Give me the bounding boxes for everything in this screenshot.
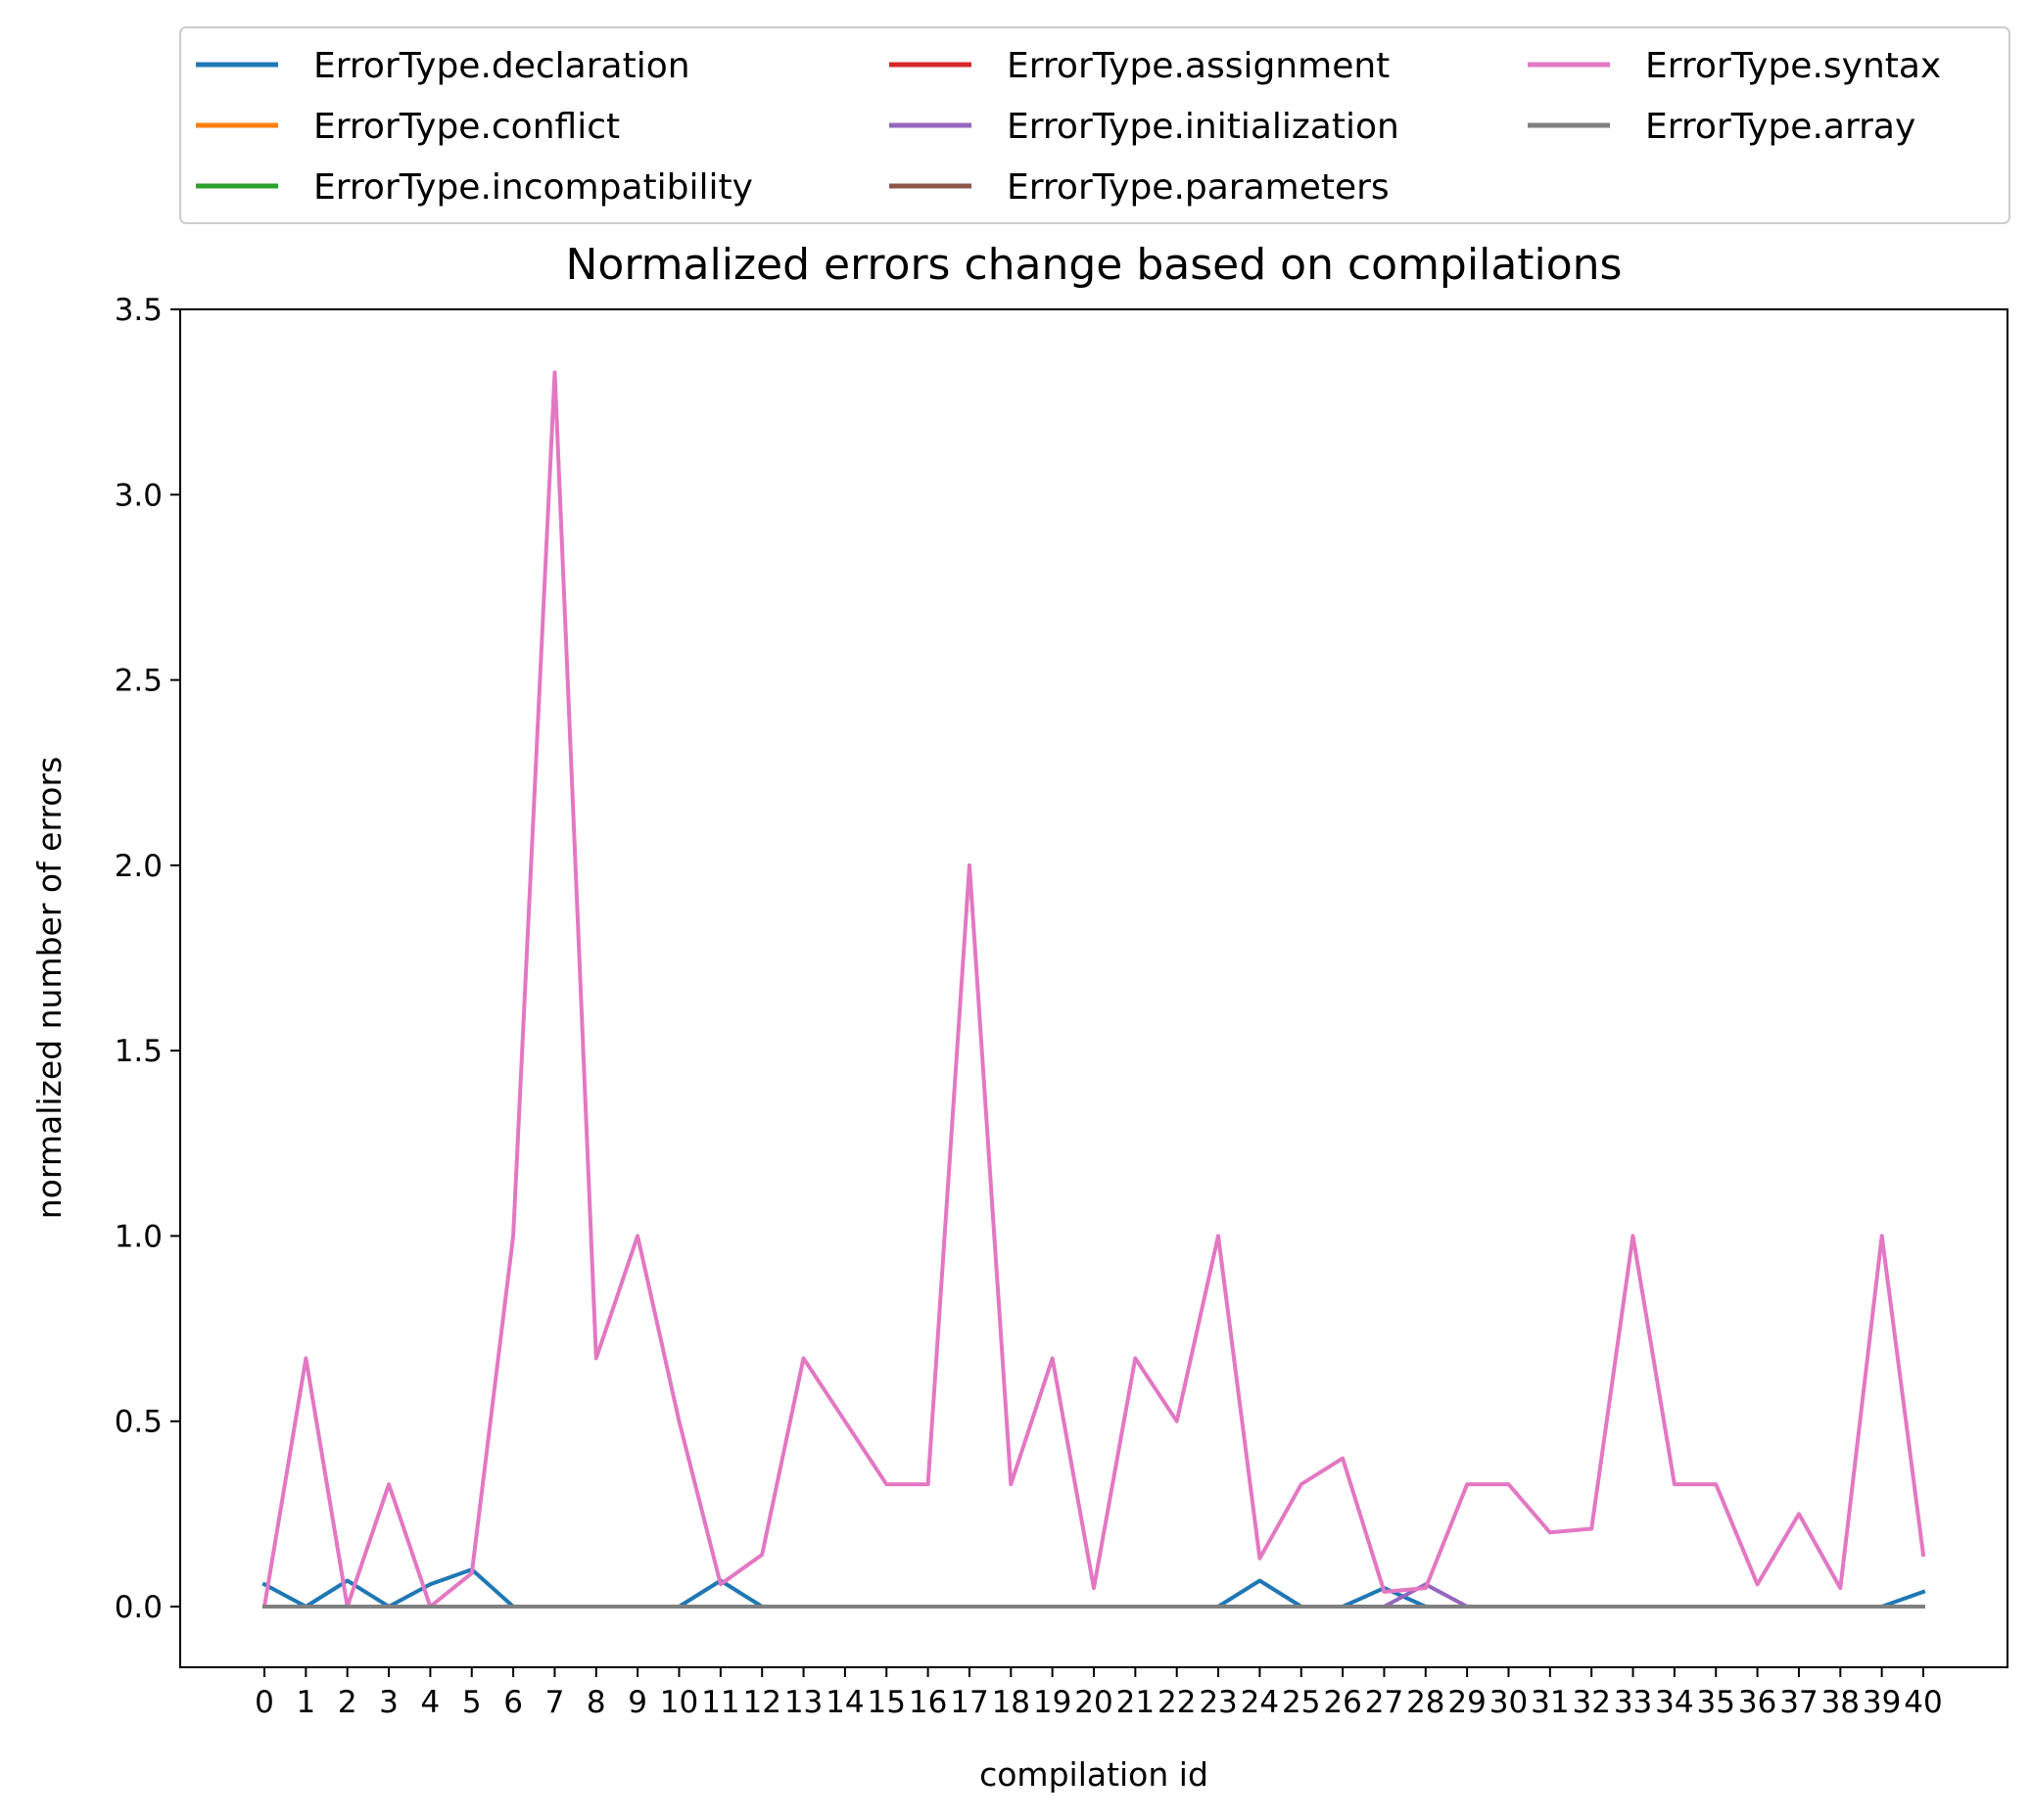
legend-label: ErrorType.array bbox=[1645, 107, 1915, 147]
x-tick-label: 21 bbox=[1116, 1685, 1155, 1720]
x-tick-label: 15 bbox=[868, 1685, 906, 1720]
x-tick-label: 0 bbox=[255, 1685, 274, 1720]
x-tick-label: 29 bbox=[1447, 1685, 1486, 1720]
x-tick-label: 17 bbox=[950, 1685, 988, 1720]
x-tick-label: 27 bbox=[1365, 1685, 1403, 1720]
y-tick-label: 0.5 bbox=[115, 1405, 163, 1440]
x-tick-label: 10 bbox=[660, 1685, 698, 1720]
legend-label: ErrorType.parameters bbox=[1007, 167, 1390, 208]
x-tick-label: 40 bbox=[1904, 1685, 1942, 1720]
legend-item: ErrorType.incompatibility bbox=[196, 167, 753, 208]
legend-label: ErrorType.incompatibility bbox=[313, 167, 753, 208]
x-tick-label: 25 bbox=[1282, 1685, 1320, 1720]
x-tick-label: 38 bbox=[1821, 1685, 1860, 1720]
legend-item: ErrorType.conflict bbox=[196, 107, 620, 147]
chart-title: Normalized errors change based on compil… bbox=[566, 240, 1623, 290]
legend-item: ErrorType.assignment bbox=[889, 46, 1390, 86]
y-tick-label: 3.0 bbox=[115, 478, 163, 513]
y-tick-label: 0.0 bbox=[115, 1590, 163, 1625]
legend-label: ErrorType.initialization bbox=[1007, 107, 1399, 147]
x-axis: 0 1 2 3 4 5 6 7 8 9 10 11 12 13 14 15 16 17 18 19 20 21 22 23 24… bbox=[255, 1667, 1943, 1720]
legend-item: ErrorType.array bbox=[1528, 107, 1915, 147]
x-tick-label: 33 bbox=[1614, 1685, 1652, 1720]
x-tick-label: 36 bbox=[1738, 1685, 1776, 1720]
x-tick-label: 19 bbox=[1033, 1685, 1071, 1720]
x-tick-label: 6 bbox=[503, 1685, 523, 1720]
x-tick-label: 39 bbox=[1863, 1685, 1901, 1720]
x-tick-label: 16 bbox=[909, 1685, 947, 1720]
legend: ErrorType.declaration ErrorType.conflict E… bbox=[179, 26, 2010, 224]
y-tick-label: 1.5 bbox=[115, 1034, 163, 1069]
x-tick-label: 26 bbox=[1323, 1685, 1361, 1720]
x-tick-label: 28 bbox=[1406, 1685, 1444, 1720]
y-axis: 0.0 0.5 1.0 1.5 2.0 2.5 3.0 3.5 bbox=[115, 293, 180, 1625]
x-tick-label: 12 bbox=[742, 1685, 780, 1720]
legend-label: ErrorType.assignment bbox=[1007, 46, 1390, 86]
x-tick-label: 1 bbox=[296, 1685, 315, 1720]
x-axis-title: compilation id bbox=[979, 1755, 1208, 1794]
x-tick-label: 23 bbox=[1199, 1685, 1237, 1720]
legend-label: ErrorType.declaration bbox=[313, 46, 690, 86]
x-tick-label: 35 bbox=[1697, 1685, 1735, 1720]
x-tick-label: 32 bbox=[1572, 1685, 1610, 1720]
x-tick-label: 13 bbox=[784, 1685, 823, 1720]
x-tick-label: 4 bbox=[421, 1685, 441, 1720]
x-tick-label: 20 bbox=[1074, 1685, 1112, 1720]
series-line-errortype-syntax bbox=[261, 370, 1926, 1610]
x-tick-label: 31 bbox=[1531, 1685, 1569, 1720]
legend-label: ErrorType.conflict bbox=[313, 107, 620, 147]
x-tick-label: 18 bbox=[992, 1685, 1030, 1720]
x-tick-label: 3 bbox=[379, 1685, 399, 1720]
x-tick-label: 37 bbox=[1779, 1685, 1818, 1720]
series-layer bbox=[261, 370, 1926, 1610]
x-tick-label: 5 bbox=[462, 1685, 482, 1720]
x-tick-label: 7 bbox=[545, 1685, 565, 1720]
y-tick-label: 1.0 bbox=[115, 1219, 163, 1254]
x-tick-label: 34 bbox=[1655, 1685, 1693, 1720]
legend-label: ErrorType.syntax bbox=[1645, 46, 1941, 86]
legend-frame bbox=[179, 26, 2010, 224]
y-tick-label: 2.5 bbox=[115, 664, 163, 699]
x-tick-label: 14 bbox=[826, 1685, 864, 1720]
y-axis-title: normalized number of errors bbox=[30, 757, 69, 1220]
x-tick-label: 24 bbox=[1241, 1685, 1279, 1720]
legend-item: ErrorType.syntax bbox=[1528, 46, 1941, 86]
legend-item: ErrorType.initialization bbox=[889, 107, 1399, 147]
x-tick-label: 2 bbox=[338, 1685, 357, 1720]
x-tick-label: 11 bbox=[701, 1685, 739, 1720]
x-tick-label: 22 bbox=[1157, 1685, 1196, 1720]
x-tick-label: 8 bbox=[587, 1685, 606, 1720]
y-tick-label: 3.5 bbox=[115, 293, 163, 328]
x-tick-label: 9 bbox=[628, 1685, 647, 1720]
y-tick-label: 2.0 bbox=[115, 849, 163, 884]
legend-item: ErrorType.declaration bbox=[196, 46, 690, 86]
x-tick-label: 30 bbox=[1489, 1685, 1528, 1720]
legend-item: ErrorType.parameters bbox=[889, 167, 1390, 208]
